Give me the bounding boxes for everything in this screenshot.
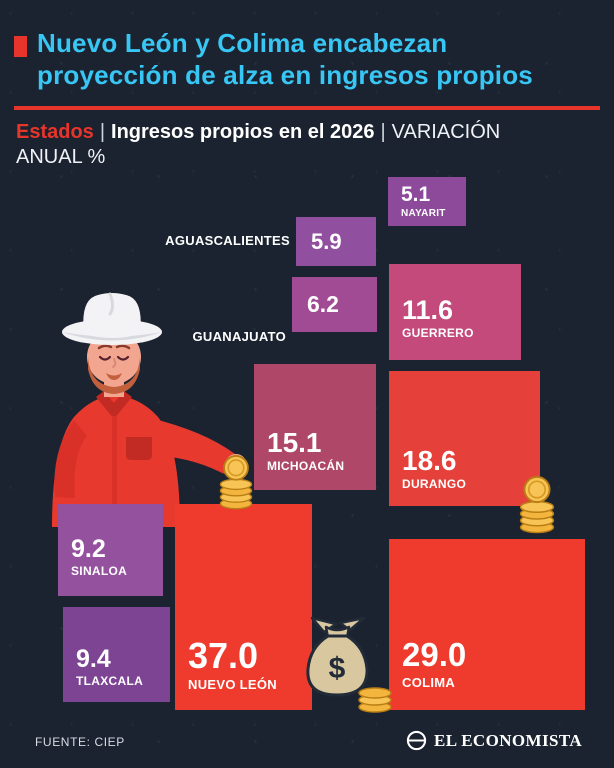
state-box-sinaloa: 9.2 SINALOA <box>58 504 163 596</box>
coin-stack-icon <box>219 455 253 510</box>
state-name-nuevo-leon: NUEVO LEÓN <box>188 677 277 692</box>
state-value-nayarit: 5.1 <box>401 182 431 206</box>
state-box-nayarit: 5.1 NAYARIT <box>388 177 466 226</box>
state-value-guerrero: 11.6 <box>402 294 454 325</box>
subtitle-estados: Estados <box>16 121 94 143</box>
state-box-guanajuato: 6.2 <box>292 277 377 332</box>
subtitle-main: Ingresos propios en el 2026 <box>111 121 375 143</box>
state-name-durango: DURANGO <box>402 477 467 491</box>
page-title: Nuevo León y Colima encabezan proyección… <box>37 27 597 91</box>
title-line-1: Nuevo León y Colima encabezan <box>37 28 448 58</box>
state-box-tlaxcala: 9.4 TLAXCALA <box>63 607 170 702</box>
state-value-sinaloa: 9.2 <box>71 534 106 563</box>
state-value-michoacan: 15.1 <box>267 426 322 458</box>
dollar-sign: $ <box>329 652 346 685</box>
el-economista-logo-icon <box>406 730 427 751</box>
chart-subtitle: Estados | Ingresos propios en el 2026 | VARI… <box>16 118 602 146</box>
state-name-guerrero: GUERRERO <box>402 326 474 340</box>
title-line-2: proyección de alza en ingresos propios <box>37 60 533 90</box>
state-name-tlaxcala: TLAXCALA <box>76 674 144 688</box>
money-bag-icon: $ <box>306 616 392 713</box>
state-box-guerrero: 11.6 GUERRERO <box>389 264 521 360</box>
brand-name: EL ECONOMISTA <box>434 730 582 750</box>
state-box-colima: 29.0 COLIMA <box>389 539 585 710</box>
brand-logo: EL ECONOMISTA <box>406 730 582 751</box>
subtitle-unit-line2: ANUAL % <box>16 146 106 168</box>
state-name-sinaloa: SINALOA <box>71 564 128 578</box>
state-value-nuevo-leon: 37.0 <box>188 635 259 677</box>
state-box-aguascalientes: 5.9 <box>296 217 376 266</box>
state-box-nuevo-leon: 37.0 NUEVO LEÓN <box>175 504 312 710</box>
cowboy-illustration <box>52 292 246 527</box>
state-value-durango: 18.6 <box>402 444 457 476</box>
state-name-michoacan: MICHOACÁN <box>267 459 345 473</box>
label-guanajuato: GUANAJUATO <box>192 329 286 344</box>
state-value-aguascalientes: 5.9 <box>311 228 342 254</box>
subtitle-unit-line1: VARIACIÓN <box>391 121 501 143</box>
state-name-colima: COLIMA <box>402 675 456 690</box>
state-value-guanajuato: 6.2 <box>307 291 339 318</box>
state-value-colima: 29.0 <box>402 636 467 674</box>
title-bullet-marker <box>14 36 27 57</box>
state-value-tlaxcala: 9.4 <box>76 644 111 673</box>
coin-stack-icon <box>519 476 555 534</box>
state-box-michoacan: 15.1 MICHOACÁN <box>254 364 376 490</box>
source-credit: FUENTE: CIEP <box>35 735 125 749</box>
subtitle-separator-1: | <box>99 121 106 143</box>
red-divider <box>14 106 600 110</box>
label-aguascalientes: AGUASCALIENTES <box>165 233 290 248</box>
state-box-durango: 18.6 DURANGO <box>389 371 540 506</box>
subtitle-separator-2: | <box>380 121 386 143</box>
state-name-nayarit: NAYARIT <box>401 208 446 220</box>
